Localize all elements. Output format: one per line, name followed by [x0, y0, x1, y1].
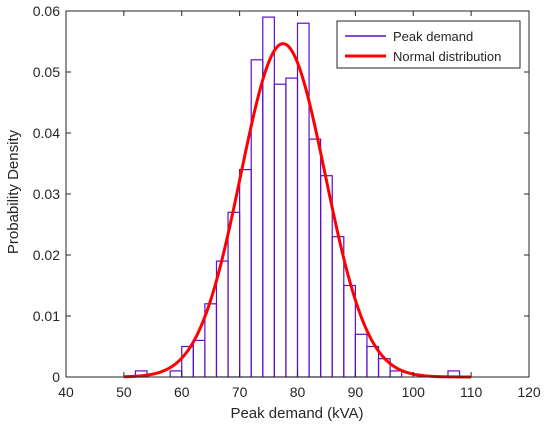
legend-label-normal-distribution: Normal distribution — [393, 49, 501, 64]
histogram-bar — [354, 333, 368, 378]
legend-label-peak-demand: Peak demand — [393, 29, 473, 44]
histogram-bar — [273, 83, 287, 378]
x-tick-label: 120 — [517, 384, 541, 400]
histogram-bar — [227, 211, 241, 378]
histogram-bar — [169, 370, 183, 378]
x-tick-label: 70 — [232, 384, 248, 400]
histogram-bar — [389, 370, 403, 378]
x-tick-label: 40 — [58, 384, 74, 400]
x-tick-label: 110 — [460, 384, 483, 400]
y-tick-label: 0.05 — [33, 64, 60, 80]
histogram-bar — [192, 339, 206, 378]
x-axis-label: Peak demand (kVA) — [230, 405, 363, 422]
y-axis-label: Probability Density — [5, 129, 22, 254]
histogram-bar — [331, 236, 345, 378]
y-tick-label: 0.03 — [33, 186, 60, 202]
y-tick-label: 0.02 — [33, 247, 60, 263]
x-tick-label: 60 — [174, 384, 190, 400]
y-tick-label: 0.01 — [33, 308, 60, 324]
y-tick-label: 0.04 — [33, 125, 60, 141]
y-tick-label: 0.06 — [33, 3, 60, 19]
x-tick-label: 50 — [116, 384, 132, 400]
x-tick-label: 100 — [402, 384, 426, 400]
x-tick-label: 90 — [348, 384, 364, 400]
y-tick-label: 0 — [52, 369, 60, 385]
legend-box — [336, 20, 521, 69]
histogram-bar — [308, 138, 322, 378]
histogram-bar — [239, 169, 252, 378]
histogram-bar — [285, 77, 299, 378]
x-tick-label: 80 — [290, 384, 306, 400]
legend: Peak demand Normal distribution — [336, 20, 521, 69]
